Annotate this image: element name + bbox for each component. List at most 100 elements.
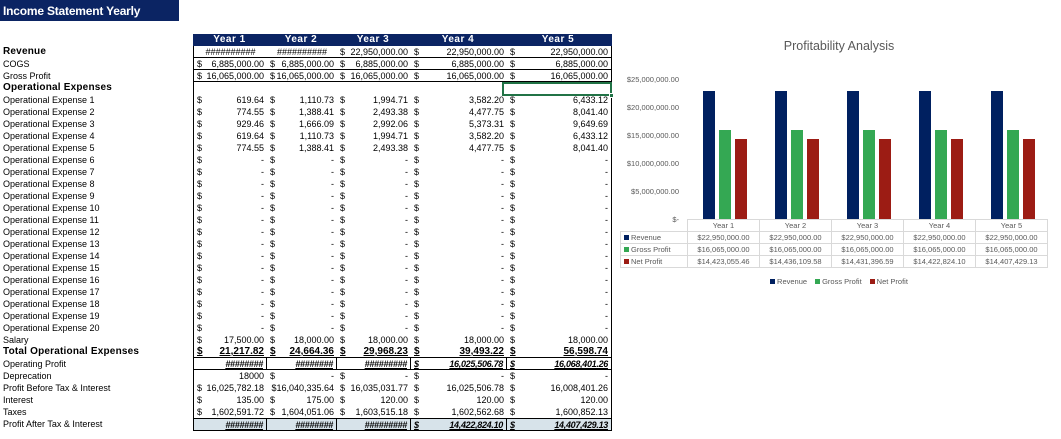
cell[interactable] — [194, 82, 267, 94]
cell[interactable]: $ - — [507, 226, 611, 238]
cell[interactable]: ######### — [337, 419, 411, 430]
cell[interactable]: $6,885,000.00 — [337, 58, 411, 69]
cell[interactable]: $ - — [507, 154, 611, 166]
bar-revenue[interactable] — [703, 91, 715, 220]
cell[interactable]: $ - — [337, 226, 411, 238]
cell[interactable]: $14,422,824.10 — [411, 419, 507, 430]
cell[interactable]: $ - — [337, 262, 411, 274]
cell[interactable]: $16,008,401.26 — [507, 382, 611, 394]
cell[interactable]: ######## — [194, 358, 267, 369]
cell[interactable]: $3,582.20 — [411, 94, 507, 106]
bar-net-profit[interactable] — [879, 139, 891, 220]
cell[interactable]: ######### — [337, 358, 411, 369]
cell[interactable]: $14,407,429.13 — [507, 419, 611, 430]
cell[interactable]: $16,065,000.00 — [411, 70, 507, 81]
cell[interactable]: $1,388.41 — [267, 106, 337, 118]
cell[interactable]: $16,025,782.18 — [194, 382, 267, 394]
cell[interactable]: $ - — [267, 190, 337, 202]
cell[interactable]: $18,000.00 — [411, 334, 507, 346]
bar-group-3[interactable] — [834, 80, 906, 220]
bar-revenue[interactable] — [919, 91, 931, 220]
cell[interactable]: ########## — [267, 46, 337, 57]
cell[interactable]: ######## — [267, 419, 337, 430]
bar-gross-profit[interactable] — [719, 130, 731, 220]
cell[interactable]: $4,477.75 — [411, 106, 507, 118]
cell[interactable]: $18,000.00 — [267, 334, 337, 346]
cell[interactable]: $ - — [267, 298, 337, 310]
year-header-2[interactable]: Year 2 — [284, 34, 318, 45]
cell[interactable]: $ - — [337, 202, 411, 214]
cell[interactable]: $1,110.73 — [267, 94, 337, 106]
year-header-4[interactable]: Year 4 — [441, 34, 475, 45]
cell[interactable]: $ - — [411, 310, 507, 322]
cell[interactable]: $ - — [194, 262, 267, 274]
bar-net-profit[interactable] — [1023, 139, 1035, 220]
cell[interactable]: $774.55 — [194, 142, 267, 154]
cell[interactable]: $120.00 — [507, 394, 611, 406]
cell[interactable]: $ - — [267, 370, 337, 382]
cell[interactable]: $ - — [267, 310, 337, 322]
cell[interactable]: $ - — [411, 286, 507, 298]
cell[interactable]: $ - — [411, 178, 507, 190]
cell[interactable]: $ - — [194, 202, 267, 214]
cell[interactable]: $ - — [411, 262, 507, 274]
cell[interactable]: $135.00 — [194, 394, 267, 406]
cell[interactable]: $5,373.31 — [411, 118, 507, 130]
cell[interactable]: $ - — [337, 322, 411, 334]
cell[interactable]: $ - — [507, 166, 611, 178]
cell[interactable]: $ - — [507, 322, 611, 334]
cell[interactable]: $6,433.12 — [507, 130, 611, 142]
cell[interactable]: $2,992.06 — [337, 118, 411, 130]
cell[interactable]: $1,110.73 — [267, 130, 337, 142]
bar-gross-profit[interactable] — [935, 130, 947, 220]
cell[interactable]: $16,065,000.00 — [337, 70, 411, 81]
cell[interactable]: $120.00 — [411, 394, 507, 406]
cell[interactable]: $24,664.36 — [267, 346, 337, 357]
cell[interactable]: $ - — [194, 274, 267, 286]
cell[interactable]: $16,025,506.78 — [411, 382, 507, 394]
cell[interactable]: $774.55 — [194, 106, 267, 118]
cell[interactable]: $ - — [411, 370, 507, 382]
cell[interactable]: $ - — [267, 166, 337, 178]
cell[interactable]: $ - — [267, 238, 337, 250]
cell[interactable]: $1,602,562.68 — [411, 406, 507, 418]
cell[interactable]: $9,649.69 — [507, 118, 611, 130]
cell[interactable]: $22,950,000.00 — [411, 46, 507, 57]
bar-net-profit[interactable] — [807, 139, 819, 220]
cell[interactable]: $1,994.71 — [337, 130, 411, 142]
cell[interactable]: $ - — [194, 226, 267, 238]
legend-item[interactable]: Revenue — [770, 277, 807, 286]
cell[interactable]: $2,493.38 — [337, 142, 411, 154]
cell[interactable]: ######## — [194, 419, 267, 430]
cell[interactable]: $ - — [411, 190, 507, 202]
cell[interactable]: $6,885,000.00 — [194, 58, 267, 69]
cell[interactable]: $56,598.74 — [507, 346, 611, 357]
cell[interactable]: $ - — [411, 202, 507, 214]
cell[interactable]: $ - — [194, 238, 267, 250]
cell[interactable]: $ - — [337, 214, 411, 226]
cell[interactable]: $ - — [411, 250, 507, 262]
cell[interactable]: $ - — [507, 310, 611, 322]
cell[interactable]: $ - — [411, 274, 507, 286]
cell[interactable]: $ - — [337, 238, 411, 250]
bar-gross-profit[interactable] — [863, 130, 875, 220]
cell[interactable]: $ - — [194, 166, 267, 178]
bar-net-profit[interactable] — [735, 139, 747, 220]
bar-revenue[interactable] — [775, 91, 787, 220]
cell[interactable]: $16,065,000.00 — [267, 70, 337, 81]
cell[interactable]: $1,994.71 — [337, 94, 411, 106]
cell[interactable]: $ - — [507, 190, 611, 202]
cell[interactable]: $ - — [507, 202, 611, 214]
cell[interactable]: $ - — [507, 370, 611, 382]
cell[interactable]: $16,065,000.00 — [507, 70, 611, 81]
cell[interactable]: $ - — [337, 178, 411, 190]
bar-net-profit[interactable] — [951, 139, 963, 220]
cell[interactable]: $ - — [194, 286, 267, 298]
cell[interactable]: $16,040,335.64 — [267, 382, 337, 394]
cell[interactable]: $175.00 — [267, 394, 337, 406]
cell[interactable]: $6,885,000.00 — [411, 58, 507, 69]
cell[interactable]: $ - — [507, 274, 611, 286]
cell[interactable]: $4,477.75 — [411, 142, 507, 154]
cell[interactable]: $619.64 — [194, 94, 267, 106]
cell[interactable]: $6,885,000.00 — [507, 58, 611, 69]
